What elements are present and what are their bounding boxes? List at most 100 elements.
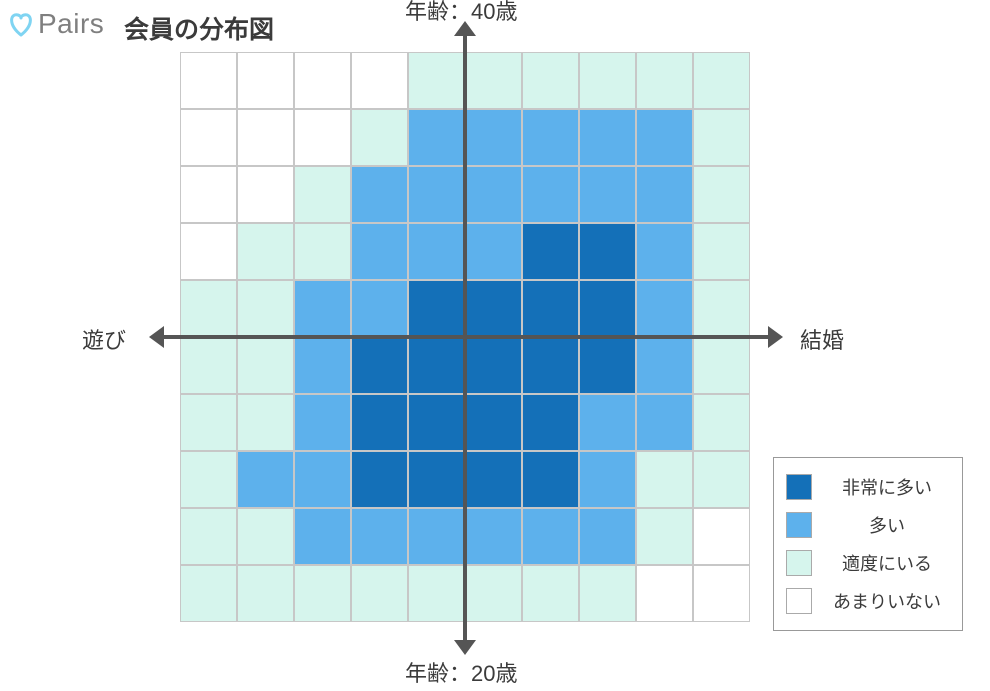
heatmap-cell	[408, 109, 465, 166]
heatmap-cell	[693, 223, 750, 280]
heatmap-cell	[465, 52, 522, 109]
heatmap-cell	[180, 337, 237, 394]
heatmap-cell	[180, 166, 237, 223]
heatmap-cell	[693, 52, 750, 109]
heatmap-cell	[408, 394, 465, 451]
heatmap-cell	[465, 166, 522, 223]
heatmap-cell	[579, 280, 636, 337]
heatmap-cell	[579, 565, 636, 622]
heatmap-cell	[294, 394, 351, 451]
heatmap-cell	[522, 52, 579, 109]
heatmap-cell	[522, 508, 579, 565]
heatmap-cell	[294, 109, 351, 166]
heatmap-cell	[579, 451, 636, 508]
heatmap-cell	[180, 223, 237, 280]
heatmap-cell	[579, 508, 636, 565]
arrow-right-icon	[768, 326, 783, 348]
heatmap-cell	[294, 337, 351, 394]
heatmap-cell	[522, 280, 579, 337]
heatmap-cell	[351, 223, 408, 280]
heatmap-cell	[408, 508, 465, 565]
heatmap-cell	[465, 223, 522, 280]
arrow-down-icon	[454, 640, 476, 655]
heatmap-cell	[294, 166, 351, 223]
heatmap-cell	[237, 223, 294, 280]
heatmap-cell	[237, 109, 294, 166]
heatmap-cell	[522, 565, 579, 622]
logo-text: Pairs	[38, 8, 104, 40]
heatmap-cell	[693, 508, 750, 565]
heatmap-cell	[636, 565, 693, 622]
heatmap-cell	[180, 394, 237, 451]
heatmap-cell	[636, 337, 693, 394]
heatmap-cell	[351, 508, 408, 565]
heatmap-cell	[294, 280, 351, 337]
heatmap-cell	[180, 52, 237, 109]
heatmap-cell	[351, 280, 408, 337]
heatmap-cell	[237, 508, 294, 565]
legend-swatch	[786, 588, 812, 614]
heatmap-cell	[351, 565, 408, 622]
heatmap-cell	[522, 451, 579, 508]
heatmap-cell	[636, 280, 693, 337]
heatmap-cell	[636, 109, 693, 166]
heatmap-cell	[237, 394, 294, 451]
legend-item: 適度にいる	[786, 544, 948, 582]
heatmap-cell	[522, 223, 579, 280]
heatmap-cell	[636, 166, 693, 223]
heatmap-cell	[693, 280, 750, 337]
heatmap-cell	[579, 223, 636, 280]
heatmap-cell	[351, 394, 408, 451]
heatmap-cell	[465, 565, 522, 622]
heatmap-cell	[408, 337, 465, 394]
heatmap-cell	[465, 109, 522, 166]
heatmap-cell	[237, 52, 294, 109]
heatmap-cell	[180, 451, 237, 508]
legend-item: 非常に多い	[786, 468, 948, 506]
heatmap-cell	[237, 337, 294, 394]
heatmap-cell	[579, 166, 636, 223]
legend-label: 多い	[826, 512, 948, 538]
heatmap-cell	[636, 52, 693, 109]
heatmap-cell	[522, 109, 579, 166]
heatmap-cell	[180, 508, 237, 565]
legend-label: あまりいない	[826, 588, 948, 614]
heatmap-cell	[579, 52, 636, 109]
heatmap-cell	[294, 508, 351, 565]
heatmap-cell	[579, 109, 636, 166]
heatmap-cell	[408, 223, 465, 280]
heatmap-cell	[180, 565, 237, 622]
heatmap-cell	[522, 166, 579, 223]
legend: 非常に多い多い適度にいるあまりいない	[773, 457, 963, 631]
heatmap-cell	[693, 451, 750, 508]
heatmap-cell	[693, 109, 750, 166]
legend-label: 非常に多い	[826, 474, 948, 500]
heatmap-cell	[294, 451, 351, 508]
heatmap-cell	[636, 394, 693, 451]
heatmap-cell	[693, 394, 750, 451]
heatmap-cell	[294, 52, 351, 109]
heatmap-cell	[693, 166, 750, 223]
logo: Pairs	[6, 8, 104, 40]
heatmap-cell	[351, 337, 408, 394]
chart-title: 会員の分布図	[124, 10, 274, 46]
heatmap-cell	[237, 280, 294, 337]
axis-label-right: 結婚	[800, 323, 844, 355]
heatmap-cell	[579, 394, 636, 451]
heatmap-cell	[180, 280, 237, 337]
legend-label: 適度にいる	[826, 550, 948, 576]
heatmap-cell	[465, 508, 522, 565]
heatmap-cell	[579, 337, 636, 394]
heatmap-cell	[237, 565, 294, 622]
heatmap-cell	[180, 109, 237, 166]
axis-label-bottom: 年齢：20歳	[405, 656, 517, 688]
arrow-left-icon	[149, 326, 164, 348]
heatmap-cell	[294, 565, 351, 622]
heatmap-cell	[522, 337, 579, 394]
legend-item: あまりいない	[786, 582, 948, 620]
heatmap-cell	[465, 394, 522, 451]
heatmap-cell	[693, 565, 750, 622]
legend-item: 多い	[786, 506, 948, 544]
legend-swatch	[786, 512, 812, 538]
heatmap-cell	[636, 451, 693, 508]
